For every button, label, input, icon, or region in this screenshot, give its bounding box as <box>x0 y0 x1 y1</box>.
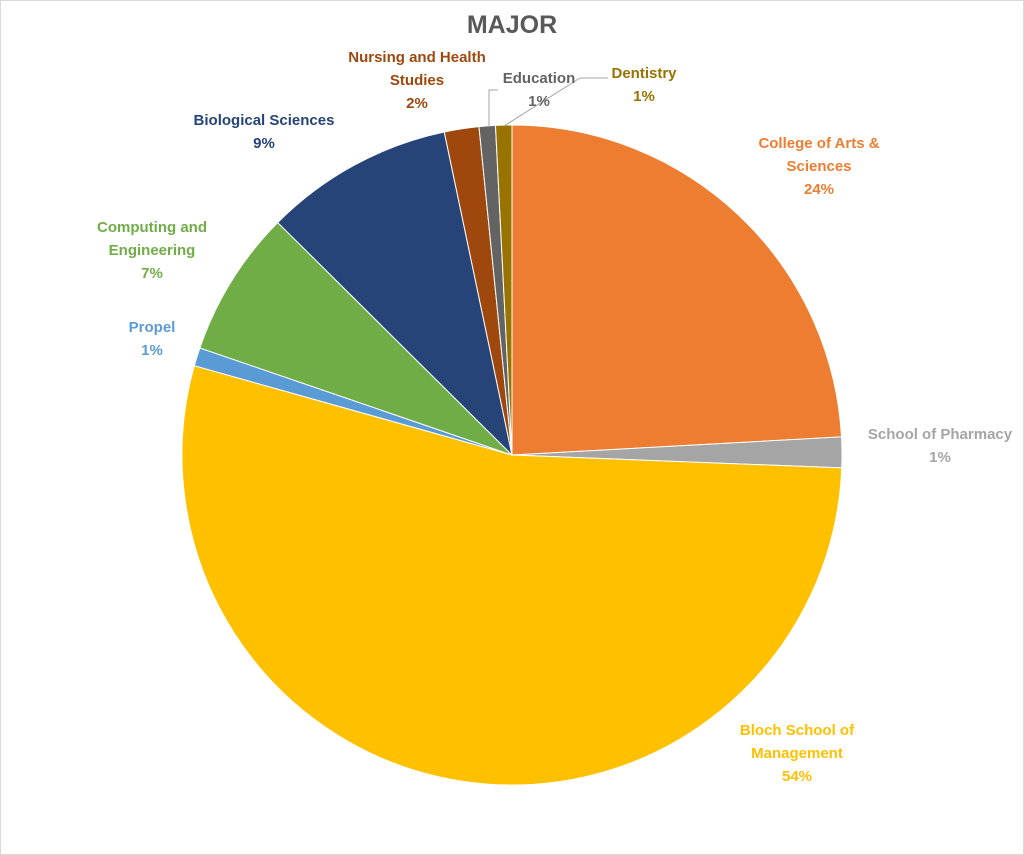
data-label-line: 2% <box>406 95 428 112</box>
data-label-line: 1% <box>141 342 163 359</box>
data-label-line: 9% <box>253 135 275 152</box>
pie-slice-computing-and-engineering <box>199 221 513 456</box>
data-label-line: 7% <box>141 265 163 282</box>
data-label-line: Biological Sciences <box>194 112 335 129</box>
data-label-line: 1% <box>633 88 655 105</box>
data-label-line: Nursing and Health <box>348 49 486 66</box>
data-label-line: Propel <box>129 319 176 336</box>
data-label-line: 1% <box>528 93 550 110</box>
data-label-dentistry: Dentistry 1% <box>611 65 677 105</box>
labels-layer: College of Arts & Sciences 24% School of Ph… <box>97 49 1013 785</box>
data-label-college-of-arts-and-sciences: College of Arts & Sciences 24% <box>758 135 879 198</box>
data-label-line: 1% <box>929 449 951 466</box>
data-label-line: Bloch School of <box>740 722 855 739</box>
data-label-bloch-school-of-management: Bloch School of Management 54% <box>740 722 855 785</box>
data-label-line: Sciences <box>786 158 851 175</box>
leader-line-education <box>488 89 498 127</box>
data-label-biological-sciences: Biological Sciences 9% <box>194 112 335 152</box>
pie-slice-bloch-school-of-management <box>181 365 843 786</box>
data-label-school-of-pharmacy: School of Pharmacy 1% <box>868 426 1013 466</box>
data-label-computing-and-engineering: Computing and Engineering 7% <box>97 219 207 282</box>
data-label-nursing-and-health-studies: Nursing and Health Studies 2% <box>348 49 486 112</box>
data-label-line: College of Arts & <box>758 135 879 152</box>
data-label-line: Education <box>503 70 576 87</box>
leader-line-dentistry <box>503 77 608 127</box>
pie-slice-college-of-arts-and-sciences <box>511 124 843 456</box>
leader-lines <box>488 77 608 127</box>
data-label-propel: Propel 1% <box>129 319 176 359</box>
data-label-line: Studies <box>390 72 444 89</box>
data-label-line: Engineering <box>109 242 196 259</box>
data-label-line: 24% <box>804 181 834 198</box>
chart-title: MAJOR <box>467 11 557 39</box>
data-label-education: Education 1% <box>503 70 576 110</box>
slices-layer <box>181 124 843 786</box>
data-label-line: 54% <box>782 768 812 785</box>
pie-slice-dentistry <box>494 124 513 456</box>
pie-slice-biological-sciences <box>277 131 513 457</box>
data-label-line: Dentistry <box>611 65 677 82</box>
data-label-line: Management <box>751 745 843 762</box>
data-label-line: Computing and <box>97 219 207 236</box>
data-label-line: School of Pharmacy <box>868 426 1013 443</box>
